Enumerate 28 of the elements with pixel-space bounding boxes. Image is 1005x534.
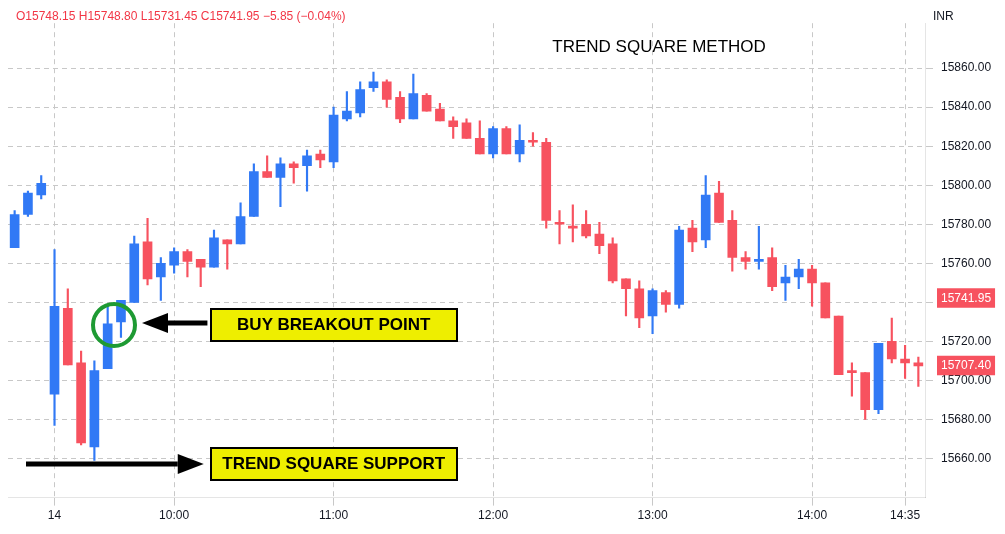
y-tick-label: 15820.00 (941, 138, 992, 153)
y-tick-label: 15780.00 (941, 216, 992, 231)
y-tick-label: 15720.00 (941, 333, 992, 348)
x-tick-label: 13:00 (637, 508, 668, 523)
x-tick-label: 12:00 (478, 508, 509, 523)
x-tick-label: 14:35 (890, 508, 921, 523)
y-tick-label: 15707.40 (941, 358, 992, 373)
x-tick-label: 11:00 (319, 508, 349, 523)
y-tick-label: 15741.95 (941, 290, 992, 305)
y-axis-title: INR (933, 9, 954, 24)
candlestick (554, 210, 565, 245)
callout-box: TREND SQUARE SUPPORT (209, 447, 458, 482)
y-tick-label: 15680.00 (941, 411, 992, 426)
text: O15748.15 H15748.80 L15731.45 C15741.95 −5.85 (−0.04%) (16, 9, 346, 24)
callout-box: BUY BREAKOUT POINT (209, 307, 458, 342)
x-tick-label: 14:00 (797, 508, 828, 523)
y-tick-label: 15660.00 (941, 450, 992, 465)
candlestick (275, 157, 286, 208)
y-tick-label: 15700.00 (941, 372, 992, 387)
y-tick-label: 15860.00 (941, 60, 992, 75)
x-tick-label: 14 (47, 508, 62, 523)
y-tick-label: 15760.00 (941, 255, 992, 270)
x-tick-label: 10:00 (159, 508, 190, 523)
y-tick-label: 15800.00 (941, 177, 992, 192)
text: TREND SQUARE METHOD (552, 36, 766, 56)
y-tick-label: 15840.00 (941, 99, 992, 114)
annotation: TREND SQUARE SUPPORT (222, 454, 446, 475)
annotation: BUY BREAKOUT POINT (237, 314, 431, 335)
